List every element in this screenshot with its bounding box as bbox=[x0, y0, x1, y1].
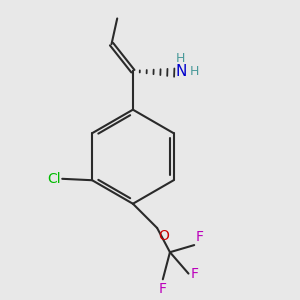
Text: F: F bbox=[191, 267, 199, 280]
Text: F: F bbox=[196, 230, 204, 244]
Text: Cl: Cl bbox=[47, 172, 61, 186]
Text: O: O bbox=[159, 230, 170, 243]
Text: F: F bbox=[159, 282, 167, 296]
Text: H: H bbox=[176, 52, 185, 65]
Text: H: H bbox=[190, 65, 199, 78]
Text: N: N bbox=[176, 64, 187, 79]
